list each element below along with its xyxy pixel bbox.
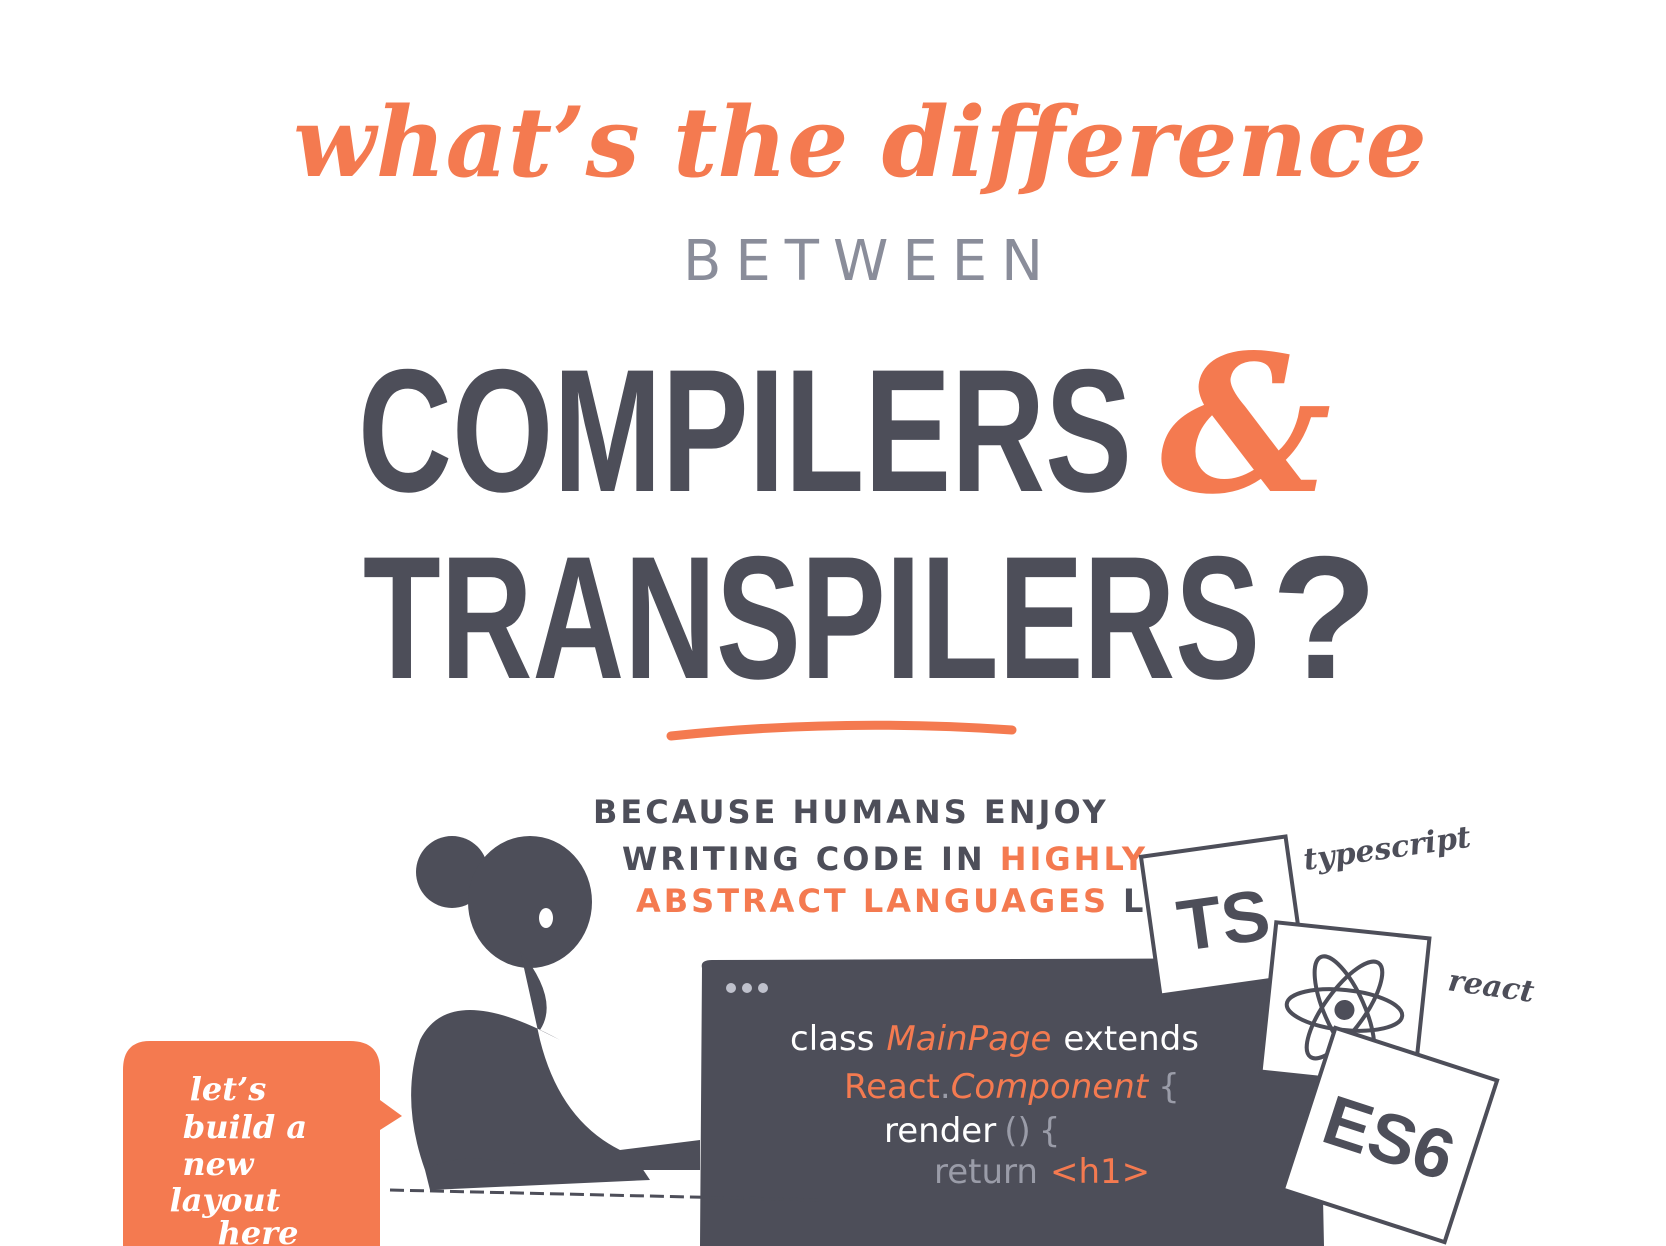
- heading: COMPILERS: [358, 334, 1132, 529]
- code-line: class MainPage extends: [790, 1019, 1199, 1059]
- code-token: (): [1004, 1111, 1031, 1151]
- person: [411, 836, 700, 1190]
- code-line: return <h1>: [934, 1152, 1150, 1192]
- question-mark: ?: [1271, 521, 1378, 716]
- caption-line: WRITING CODE IN HIGHLY: [622, 840, 1148, 878]
- underline: [666, 720, 1017, 741]
- code-token: MainPage: [886, 1019, 1051, 1059]
- logo-caption: typescript: [1301, 820, 1473, 878]
- caption-highlight: ABSTRACT LANGUAGES: [636, 882, 1109, 920]
- card: TS: [1138, 834, 1308, 998]
- caption-text: WRITING CODE IN: [622, 840, 986, 878]
- card-frame: [1280, 1025, 1500, 1245]
- caption-line: ABSTRACT LANGUAGESLIKE: [636, 882, 1214, 920]
- card-frame: [1138, 834, 1308, 998]
- window-dot: [758, 983, 768, 993]
- title-line: what’s the difference: [293, 86, 1427, 199]
- window-dot: [742, 983, 752, 993]
- eye: [539, 908, 553, 928]
- bubble-line: build a: [183, 1108, 307, 1146]
- code-token: {: [1158, 1067, 1180, 1107]
- atom-core: [1334, 999, 1355, 1020]
- code-token: extends: [1063, 1019, 1199, 1059]
- heading: TRANSPILERS: [363, 521, 1260, 716]
- code-token: return: [934, 1152, 1038, 1192]
- subtitle: BETWEEN: [683, 229, 1057, 294]
- card: ES6: [1280, 1025, 1500, 1245]
- code-token: render: [884, 1111, 996, 1151]
- caption-highlight: HIGHLY: [1000, 840, 1148, 878]
- code-token: class: [790, 1019, 874, 1059]
- ampersand: &: [1160, 313, 1332, 536]
- window-dot: [726, 983, 736, 993]
- bubble-text: let’s build a new layout here: [170, 1070, 308, 1246]
- bubble-line: here: [218, 1214, 299, 1246]
- bubble-line: layout: [170, 1181, 281, 1219]
- card-label: TS: [1173, 875, 1275, 967]
- code-token: .: [940, 1067, 951, 1107]
- bubble-line: let’s: [190, 1070, 266, 1108]
- code-line: React.Component{: [844, 1067, 1180, 1107]
- code-token: <h1>: [1050, 1152, 1150, 1192]
- speech-bubble: [123, 1041, 402, 1246]
- code-line: render(){: [884, 1111, 1060, 1151]
- logo-caption: react: [1446, 963, 1537, 1010]
- code-token: React: [844, 1067, 940, 1107]
- bubble-line: new: [182, 1145, 255, 1183]
- caption-line: BECAUSE HUMANS ENJOY: [593, 793, 1109, 831]
- keyboard: [389, 1188, 821, 1202]
- code-token: {: [1039, 1111, 1061, 1151]
- code-token: Component: [951, 1067, 1150, 1107]
- code-window: [700, 958, 1324, 1246]
- atom-orbit: [1304, 959, 1385, 1061]
